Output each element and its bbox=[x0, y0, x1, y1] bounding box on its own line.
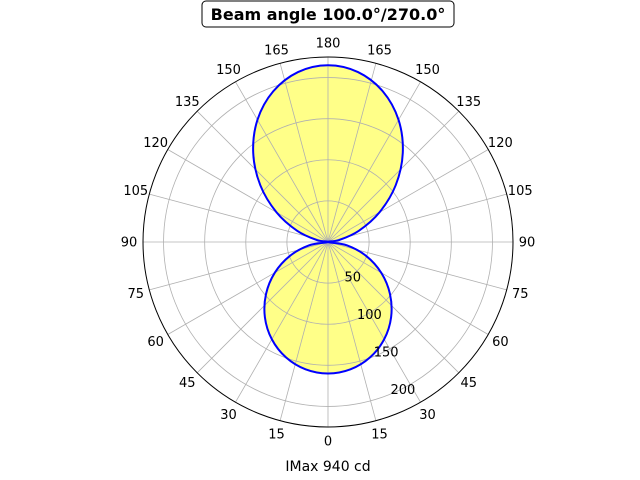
angle-tick-label: 30 bbox=[220, 408, 237, 423]
radial-tick-label: 50 bbox=[344, 271, 361, 286]
angular-gridline bbox=[327, 110, 460, 243]
angle-tick-label: 120 bbox=[143, 136, 168, 151]
outer-frame bbox=[142, 56, 514, 428]
angular-gridline bbox=[327, 81, 421, 243]
angular-gridline bbox=[279, 241, 329, 421]
angular-gridline bbox=[327, 63, 377, 243]
angle-tick-label: 60 bbox=[492, 335, 509, 350]
angle-tick-label: 150 bbox=[216, 63, 241, 78]
angular-gridline bbox=[327, 149, 489, 243]
angular-gridline bbox=[167, 241, 329, 335]
angular-gridline bbox=[327, 241, 460, 374]
angle-tick-label: 0 bbox=[324, 435, 332, 450]
angle-tick-label: 120 bbox=[488, 136, 513, 151]
radial-tick-label: 100 bbox=[357, 308, 382, 323]
tick-labels: 0 15 30 45 60 75 90 105 120 135 150 165 180 165 150 135… bbox=[121, 37, 536, 450]
angle-tick-label: 165 bbox=[264, 43, 289, 58]
angle-tick-label: 45 bbox=[179, 376, 196, 391]
angle-tick-label: 165 bbox=[367, 43, 392, 58]
grid bbox=[142, 56, 514, 428]
angle-tick-label: 90 bbox=[519, 236, 536, 251]
chart-title: Beam angle 100.0°/270.0° bbox=[211, 5, 446, 24]
angular-gridline bbox=[235, 81, 329, 243]
angular-gridline bbox=[235, 241, 329, 403]
angular-gridline bbox=[196, 110, 329, 243]
angle-tick-label: 15 bbox=[371, 428, 388, 443]
radial-tick-label: 200 bbox=[390, 383, 415, 398]
angular-gridline bbox=[196, 241, 329, 374]
angular-gridline bbox=[327, 241, 421, 403]
angle-tick-label: 75 bbox=[128, 287, 145, 302]
angle-tick-label: 105 bbox=[123, 184, 148, 199]
angle-tick-label: 90 bbox=[121, 236, 138, 251]
title-box: Beam angle 100.0°/270.0° bbox=[201, 0, 455, 28]
angle-tick-label: 30 bbox=[419, 408, 436, 423]
series bbox=[252, 64, 404, 375]
x-axis-label: IMax 940 cd bbox=[285, 459, 370, 475]
angle-tick-label: 150 bbox=[415, 63, 440, 78]
radial-tick-label: 150 bbox=[374, 346, 399, 361]
angular-gridline bbox=[327, 193, 507, 243]
angle-tick-label: 45 bbox=[460, 376, 477, 391]
angle-tick-label: 60 bbox=[147, 335, 164, 350]
angular-gridline bbox=[279, 63, 329, 243]
angle-tick-label: 15 bbox=[268, 428, 285, 443]
angular-gridline bbox=[167, 149, 329, 243]
intensity-line bbox=[252, 64, 404, 375]
angular-gridline bbox=[149, 193, 329, 243]
angle-tick-label: 135 bbox=[456, 95, 481, 110]
angle-tick-label: 180 bbox=[316, 37, 341, 52]
angle-tick-label: 135 bbox=[175, 95, 200, 110]
angle-tick-label: 105 bbox=[508, 184, 533, 199]
angular-gridline bbox=[327, 241, 489, 335]
angle-tick-label: 75 bbox=[512, 287, 529, 302]
angular-gridline bbox=[327, 241, 377, 421]
